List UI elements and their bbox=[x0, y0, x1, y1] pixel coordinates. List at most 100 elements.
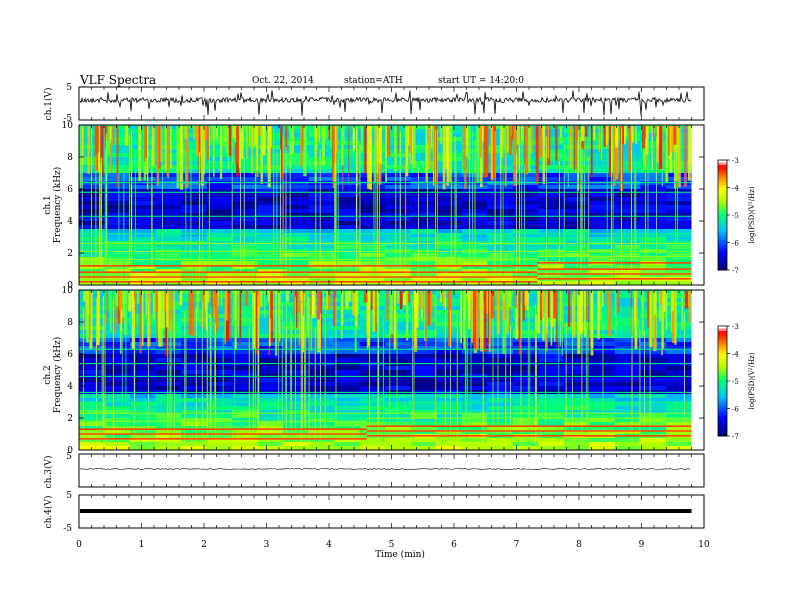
spectrogram-burst bbox=[635, 291, 637, 328]
spectrogram-cell bbox=[334, 442, 361, 447]
spectrogram-cell bbox=[487, 414, 514, 419]
spectrogram-cell bbox=[181, 358, 208, 363]
spectrogram-burst bbox=[397, 291, 400, 304]
spectrogram-cell bbox=[232, 318, 259, 323]
spectrogram-cell bbox=[538, 181, 565, 186]
spectrogram-cell bbox=[589, 221, 616, 226]
spectrogram-cell bbox=[436, 265, 463, 270]
spectrogram-burst bbox=[615, 126, 619, 180]
spectrogram-burst bbox=[428, 126, 431, 170]
spectrogram-cell bbox=[155, 177, 182, 182]
spectrogram-burst bbox=[673, 126, 677, 145]
colorbar-cell bbox=[718, 257, 727, 261]
spectrogram-cell bbox=[232, 350, 259, 355]
spectrogram-burst bbox=[467, 126, 471, 160]
spectrogram-cell bbox=[359, 342, 386, 347]
spectrogram-cell bbox=[79, 414, 106, 419]
spectrogram-cell bbox=[283, 169, 310, 174]
spectrogram-cell bbox=[614, 406, 641, 411]
spectrogram-cell bbox=[538, 149, 565, 154]
y-tick-label: 10 bbox=[62, 286, 74, 296]
spectrogram-cell bbox=[487, 225, 514, 230]
spectrogram-burst bbox=[585, 126, 588, 137]
colorbar-cell bbox=[718, 351, 727, 354]
spectrogram-cell bbox=[538, 269, 565, 274]
spectrogram-cell bbox=[104, 430, 131, 435]
spectrogram-cell bbox=[410, 221, 437, 226]
spectrogram-cell bbox=[512, 342, 539, 347]
spectrogram-cell bbox=[487, 201, 514, 206]
spectrogram-cell bbox=[461, 354, 488, 359]
spectrogram-cell bbox=[181, 366, 208, 371]
spectrogram-burst bbox=[341, 291, 344, 325]
spectrogram-burst bbox=[419, 291, 423, 311]
spectrogram-cell bbox=[257, 406, 284, 411]
spectrogram-burst bbox=[107, 126, 110, 154]
spectrogram-cell bbox=[487, 213, 514, 218]
spectrogram-cell bbox=[257, 189, 284, 194]
spectrogram-cell bbox=[206, 225, 233, 230]
spectrogram-burst bbox=[82, 126, 84, 165]
spectrogram-cell bbox=[130, 253, 157, 258]
spectrogram-burst bbox=[525, 126, 528, 175]
spectrogram-cell bbox=[206, 277, 233, 282]
spectrogram-cell bbox=[563, 225, 590, 230]
spectrogram-cell bbox=[283, 277, 310, 282]
spectrogram-cell bbox=[232, 153, 259, 158]
spectrogram-cell bbox=[461, 273, 488, 278]
spectrogram-cell bbox=[614, 201, 641, 206]
spectrogram-cell bbox=[104, 378, 131, 383]
spectrogram-burst bbox=[224, 126, 227, 142]
spectrogram-cell bbox=[487, 281, 514, 286]
spectrogram-cell bbox=[308, 125, 335, 130]
spectrogram-cell bbox=[487, 338, 514, 343]
spectrogram-cell bbox=[334, 129, 361, 134]
colorbar-cell bbox=[718, 217, 727, 221]
colorbar-cell bbox=[718, 391, 727, 394]
spectrogram-cell bbox=[232, 133, 259, 138]
spectrogram-cell bbox=[512, 334, 539, 339]
spectrogram-cell bbox=[104, 237, 131, 242]
spectrogram-burst bbox=[138, 126, 142, 182]
spectrogram-cell bbox=[410, 129, 437, 134]
spectrogram-cell bbox=[487, 177, 514, 182]
spectrogram-cell bbox=[206, 310, 233, 315]
spectrogram-burst bbox=[425, 126, 428, 182]
spectrogram-cell bbox=[79, 181, 106, 186]
colorbar-cell bbox=[718, 212, 727, 216]
spectrogram-cell bbox=[538, 378, 565, 383]
spectrogram-burst bbox=[238, 126, 241, 169]
spectrogram-cell bbox=[665, 346, 692, 351]
spectrogram-burst bbox=[110, 126, 112, 173]
spectrogram-burst bbox=[515, 291, 518, 340]
spectrogram-burst bbox=[191, 291, 195, 337]
spectrogram-burst bbox=[508, 291, 512, 308]
spectrogram-cell bbox=[308, 209, 335, 214]
colorbar-cell bbox=[718, 348, 727, 352]
spectrogram-burst bbox=[434, 126, 438, 184]
spectrogram-cell bbox=[359, 125, 386, 130]
spectrogram-cell bbox=[640, 378, 667, 383]
spectrogram-cell bbox=[155, 342, 182, 347]
spectrogram-cell bbox=[410, 153, 437, 158]
spectrogram-cell bbox=[232, 382, 259, 387]
spectrogram-cell bbox=[563, 382, 590, 387]
spectrogram-cell bbox=[563, 281, 590, 286]
spectrogram-cell bbox=[436, 141, 463, 146]
spectrogram-cell bbox=[614, 438, 641, 443]
spectrogram-cell bbox=[614, 269, 641, 274]
spectrogram-cell bbox=[461, 410, 488, 415]
spectrogram-cell bbox=[181, 362, 208, 367]
spectrogram-cell bbox=[538, 165, 565, 170]
spectrogram-cell bbox=[334, 153, 361, 158]
spectrogram-cell bbox=[385, 322, 412, 327]
spectrogram-burst bbox=[201, 126, 203, 175]
spectrogram-cell bbox=[181, 253, 208, 258]
spectrogram-cell bbox=[563, 410, 590, 415]
spectrogram-cell bbox=[283, 370, 310, 375]
spectrogram-cell bbox=[155, 233, 182, 238]
spectrogram-cell bbox=[461, 422, 488, 427]
spectrogram-cell bbox=[487, 209, 514, 214]
colorbar-cell bbox=[718, 408, 727, 412]
spectrogram-cell bbox=[410, 366, 437, 371]
